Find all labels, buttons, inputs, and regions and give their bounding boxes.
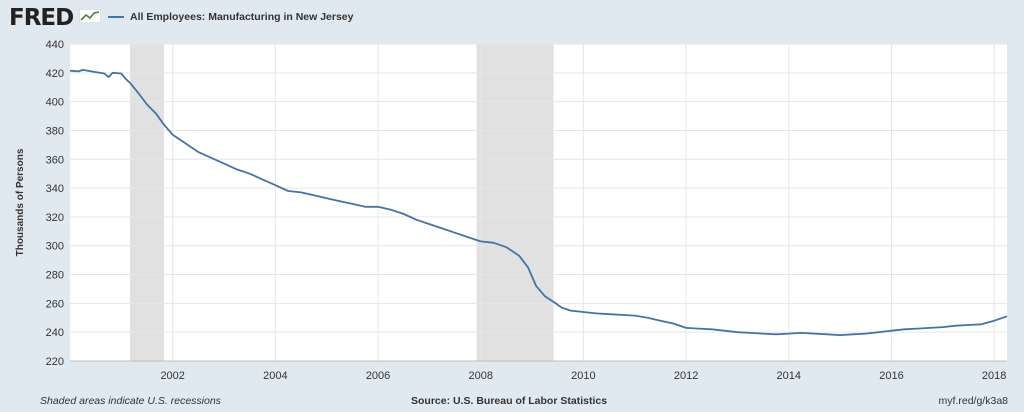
y-tick-label: 220 <box>46 356 64 368</box>
y-tick-label: 280 <box>46 270 64 282</box>
x-tick-label: 2018 <box>982 370 1006 382</box>
x-tick-label: 2016 <box>879 370 903 382</box>
y-tick-label: 300 <box>46 241 64 253</box>
recession-footnote: Shaded areas indicate U.S. recessions <box>40 395 221 407</box>
x-tick-label: 2014 <box>777 370 801 382</box>
x-tick-label: 2006 <box>366 370 390 382</box>
recession-band <box>476 44 554 361</box>
fred-logo[interactable]: FRED <box>9 5 74 31</box>
y-tick-label: 400 <box>46 97 64 109</box>
y-tick-label: 240 <box>46 327 64 339</box>
y-tick-label: 420 <box>46 68 64 80</box>
y-axis-label: Thousands of Persons <box>15 148 26 256</box>
y-tick-label: 260 <box>46 298 64 310</box>
x-tick-label: 2012 <box>674 370 698 382</box>
recession-band <box>130 44 164 361</box>
series-line <box>69 69 1008 337</box>
chart-footer: Shaded areas indicate U.S. recessions So… <box>0 390 1024 412</box>
y-tick-label: 320 <box>46 212 64 224</box>
y-tick-label: 440 <box>46 39 64 51</box>
source-credit[interactable]: Source: U.S. Bureau of Labor Statistics <box>411 395 608 407</box>
y-tick-label: 380 <box>46 125 64 137</box>
legend-series-label: All Employees: Manufacturing in New Jers… <box>130 11 354 23</box>
x-tick-label: 2004 <box>263 370 287 382</box>
chart-legend[interactable]: All Employees: Manufacturing in New Jers… <box>108 9 353 25</box>
x-tick-label: 2010 <box>571 370 595 382</box>
short-url-link[interactable]: myf.red/g/k3a8 <box>938 395 1008 407</box>
x-tick-label: 2008 <box>468 370 492 382</box>
x-tick-label: 2002 <box>160 370 184 382</box>
y-tick-label: 340 <box>46 183 64 195</box>
legend-swatch <box>108 16 124 18</box>
chart-header: FRED All Employees: Manufacturing in New… <box>0 0 1024 38</box>
line-chart[interactable]: 220 240 260 280 300 320 340 360 380 400 420 440 2002… <box>0 0 1024 390</box>
y-tick-label: 360 <box>46 154 64 166</box>
